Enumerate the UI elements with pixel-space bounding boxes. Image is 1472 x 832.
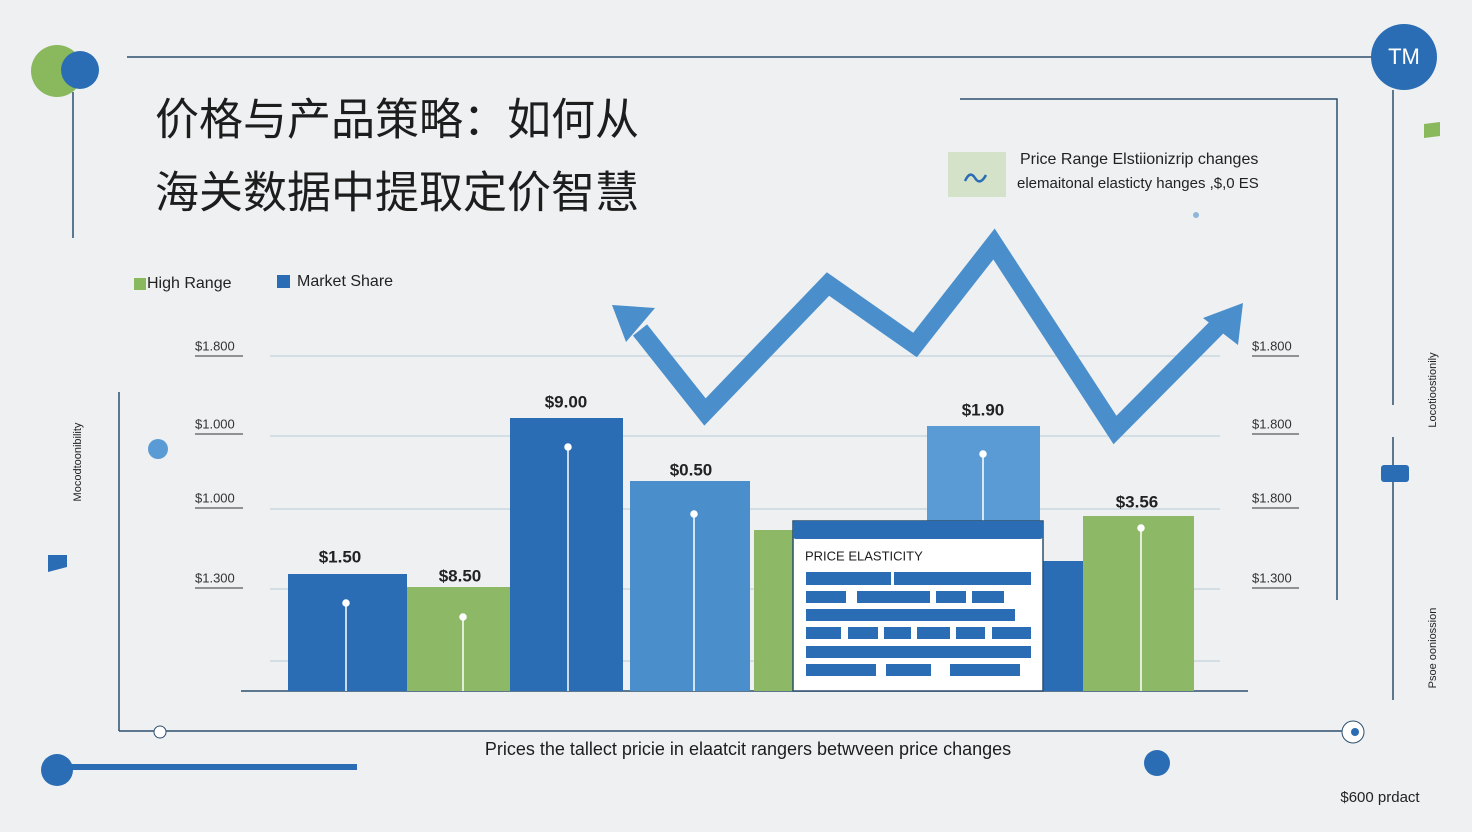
legend-label: High Range — [147, 275, 232, 292]
callout-text: elemaitonal elasticty hanges ,$,0 ES — [1017, 175, 1259, 192]
axis-label: $1.000 — [195, 416, 235, 431]
logo-badge — [1371, 24, 1437, 90]
footer: $600 prdact — [1340, 789, 1420, 806]
decor-circle — [61, 51, 99, 89]
arrow-head — [1203, 303, 1243, 345]
bar-pins — [342, 443, 1145, 691]
decor-flag — [48, 555, 67, 572]
title-line: 海关数据中提取定价智慧 — [155, 169, 639, 218]
bar — [754, 530, 794, 691]
label-underlines — [195, 355, 1299, 589]
callout-icon — [948, 152, 1006, 197]
axis-label: $1.800 — [1252, 338, 1292, 353]
axis-label: $1.800 — [195, 338, 235, 353]
axis-label: $1.300 — [195, 570, 235, 585]
bar-label: $3.56 — [1116, 492, 1159, 511]
bar — [288, 574, 407, 691]
axis-label: $1.800 — [1252, 490, 1292, 505]
panel-title: PRICE ELASTICITY — [805, 548, 923, 563]
elasticity-panel — [792, 520, 1044, 692]
bar-label: $1.90 — [962, 400, 1005, 419]
legend-swatch — [134, 278, 146, 290]
side-label: Locotioostionily — [1427, 352, 1439, 428]
axis-knob — [153, 725, 167, 739]
arrow-head — [612, 305, 655, 342]
bar-label: $8.50 — [439, 566, 482, 585]
title-line: 价格与产品策略：如何从 — [155, 96, 639, 145]
logo-text: TM — [1388, 44, 1420, 69]
legend-swatch — [277, 275, 290, 288]
axis-label: $1.300 — [1252, 570, 1292, 585]
decor-flag — [1424, 122, 1440, 138]
axis-knob — [1351, 728, 1359, 736]
bar — [510, 418, 623, 691]
trend-arrow — [632, 228, 1229, 445]
decor-dot — [148, 439, 168, 459]
bar-label: $9.00 — [545, 392, 588, 411]
bar — [1083, 516, 1194, 691]
decor-tab — [1381, 465, 1409, 482]
decor-dot — [1144, 750, 1170, 776]
callout-icon-glyph — [963, 173, 988, 183]
callout-text: Price Range Elstiionizrip changes — [1020, 151, 1258, 168]
side-label: Psoe ooniossion — [1427, 608, 1439, 689]
bar — [407, 587, 510, 691]
decor-dot — [1193, 212, 1199, 218]
bar-label: $0.50 — [670, 460, 713, 479]
decor-circle — [41, 754, 73, 786]
axis-label: $1.000 — [195, 490, 235, 505]
panel-rows — [806, 572, 1031, 676]
legend-label: Market Share — [297, 273, 393, 290]
caption: Prices the tallect pricie in elaatcit ra… — [485, 739, 1011, 759]
bar — [1043, 561, 1083, 691]
panel-header — [793, 521, 1043, 539]
side-label: Mocodtoonibility — [72, 422, 84, 501]
bar — [630, 481, 750, 691]
bar-label: $1.50 — [319, 547, 362, 566]
axis-label: $1.800 — [1252, 416, 1292, 431]
